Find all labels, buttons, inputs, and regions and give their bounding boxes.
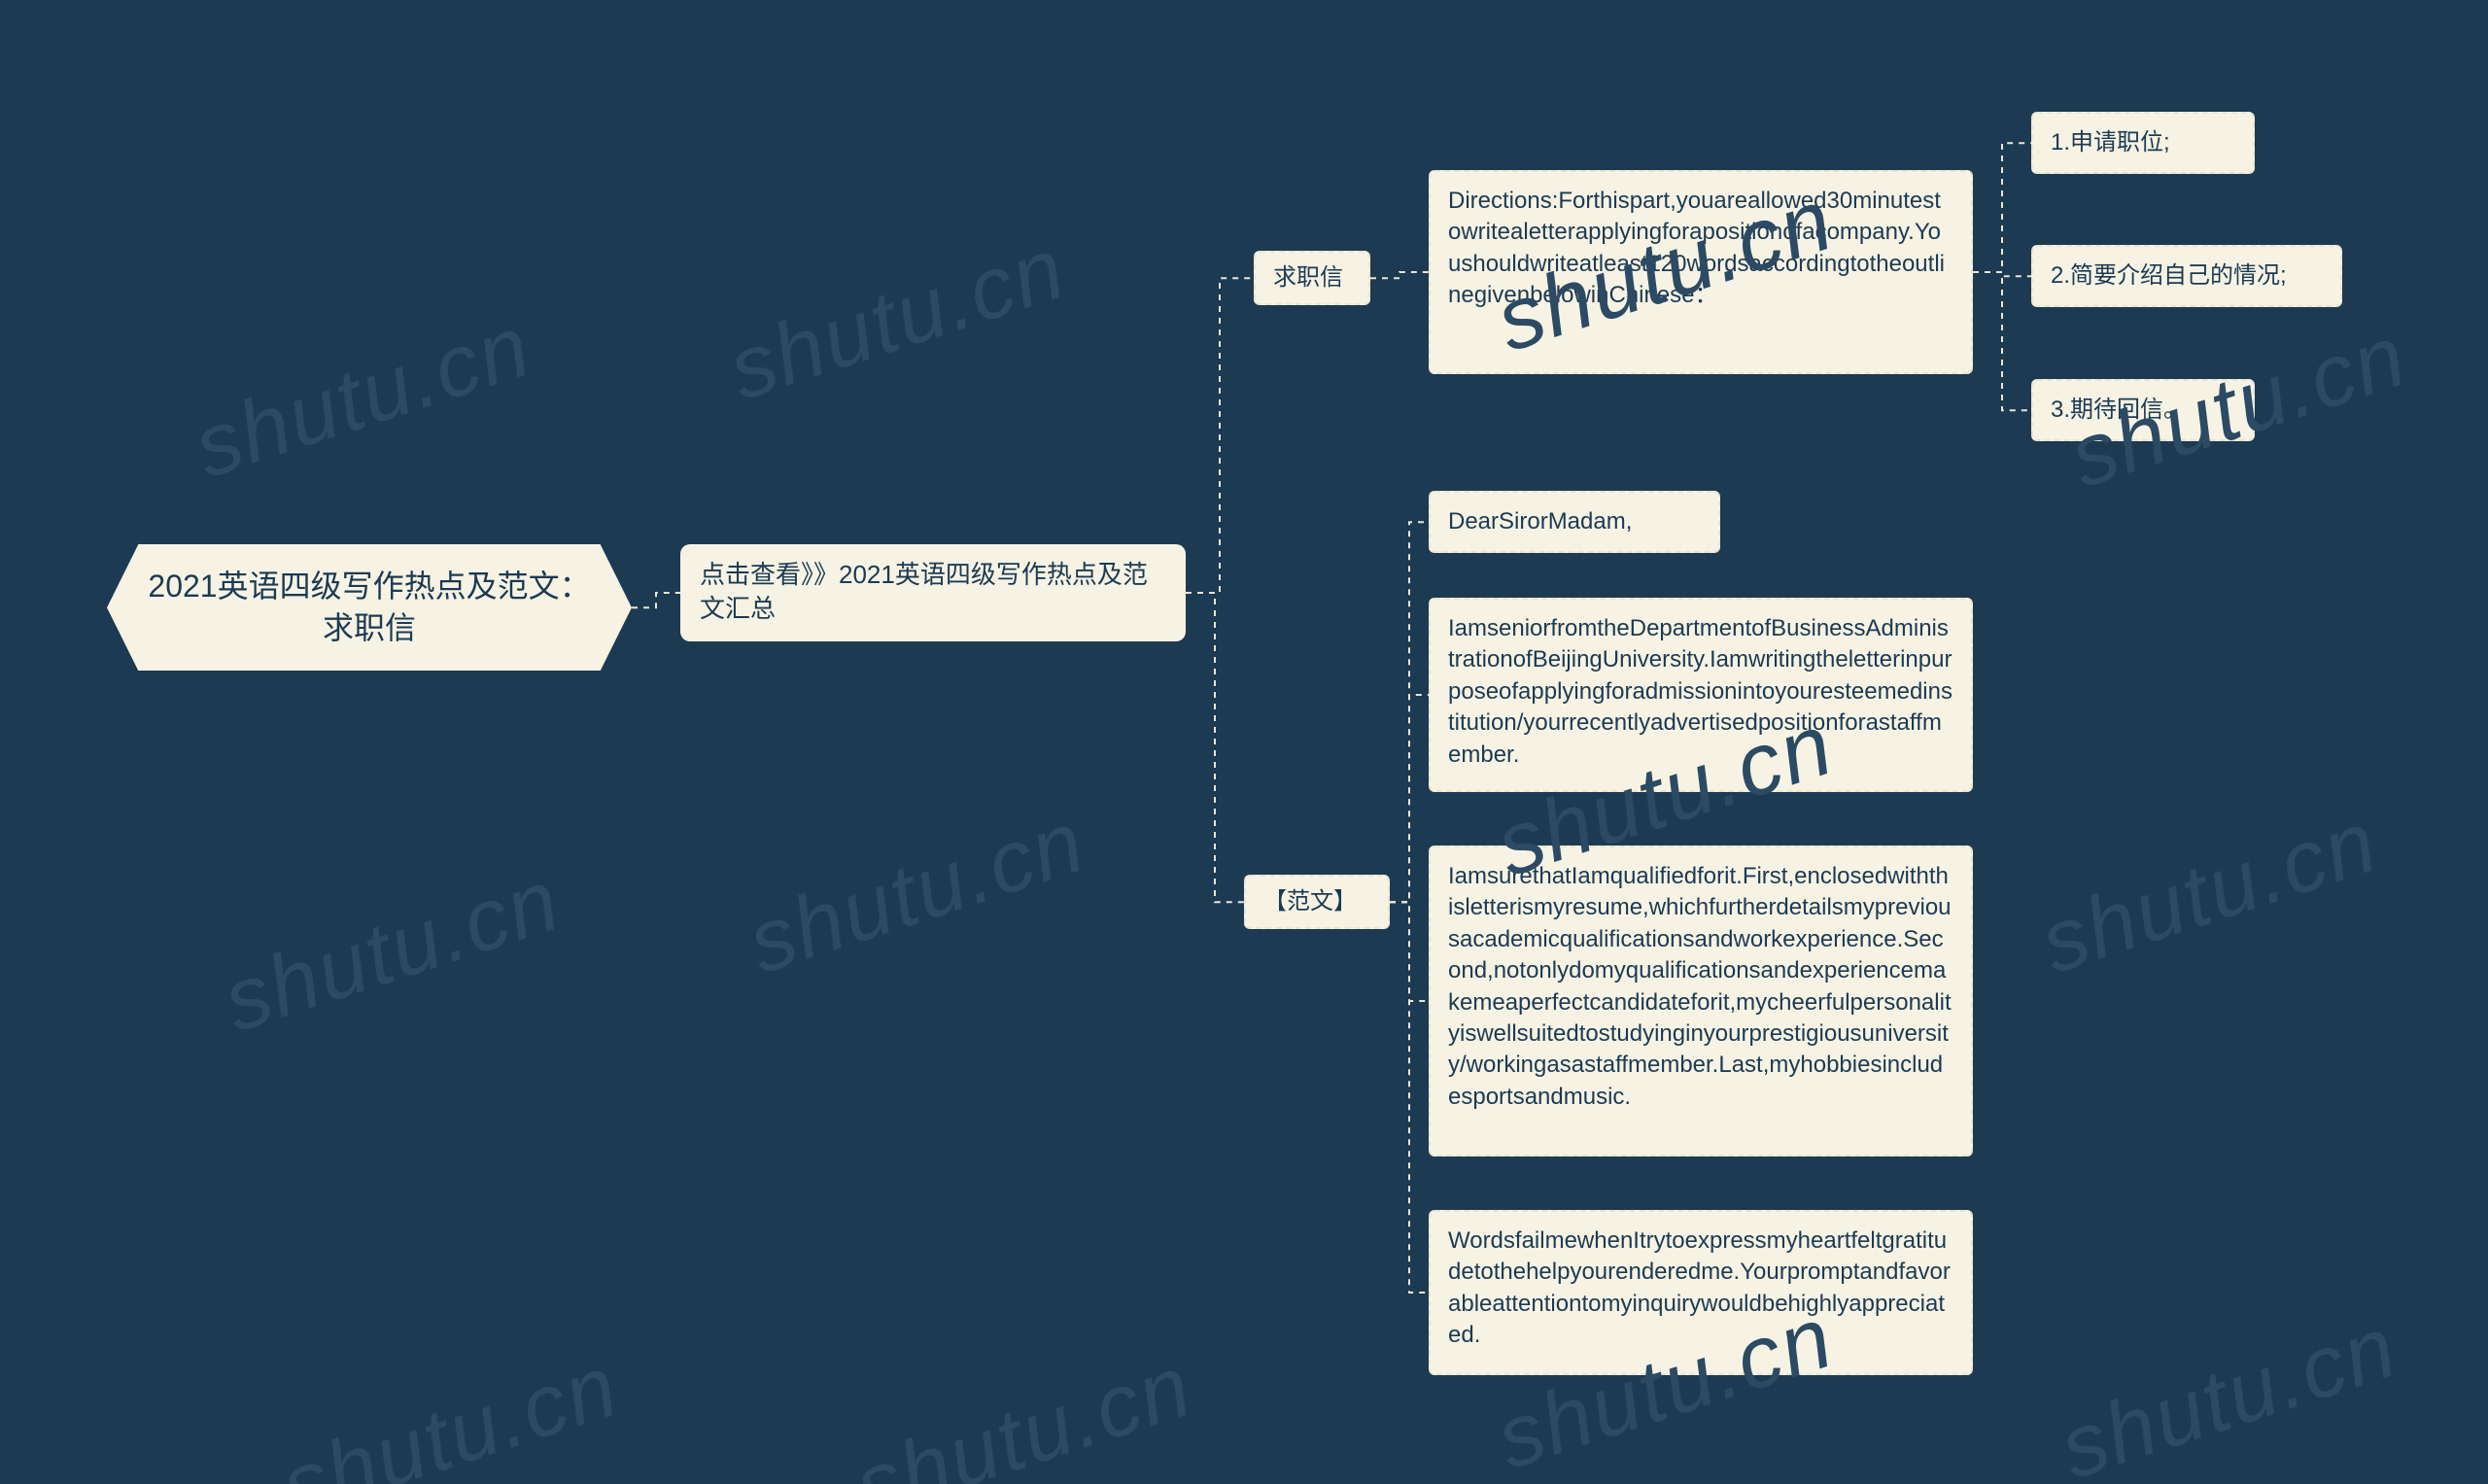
paragraph-text: IamsurethatIamqualifiedforit.First,enclo… <box>1448 863 1952 1110</box>
watermark-text: shutu.cn <box>844 1336 1204 1484</box>
tag-label: 求职信 <box>1273 264 1343 291</box>
outline-point-3: 3.期待回信。 <box>2031 379 2255 441</box>
root-node: 2021英语四级写作热点及范文：求职信 <box>107 544 632 671</box>
root-label: 2021英语四级写作热点及范文：求职信 <box>148 569 590 645</box>
tag-label: 【范文】 <box>1263 888 1357 915</box>
watermark-text: shutu.cn <box>2029 792 2390 994</box>
watermark-text: shutu.cn <box>270 1336 631 1484</box>
directions-text: Directions:Forthispart,youareallowed30mi… <box>1448 188 1945 308</box>
outline-point-1: 1.申请职位; <box>2031 112 2255 174</box>
paragraph-text: DearSirorMadam, <box>1448 508 1632 535</box>
point-text: 3.期待回信。 <box>2051 397 2187 423</box>
point-text: 2.简要介绍自己的情况; <box>2051 262 2287 289</box>
sample-paragraph-4: WordsfailmewhenItrytoexpressmyheartfeltg… <box>1429 1210 1973 1375</box>
paragraph-text: IamseniorfromtheDepartmentofBusinessAdmi… <box>1448 615 1952 768</box>
watermark-text: shutu.cn <box>212 850 572 1053</box>
watermark-text: shutu.cn <box>2049 1297 2409 1484</box>
watermark-text: shutu.cn <box>717 219 1078 421</box>
sample-paragraph-2: IamseniorfromtheDepartmentofBusinessAdmi… <box>1429 598 1973 792</box>
outline-point-2: 2.简要介绍自己的情况; <box>2031 245 2342 307</box>
watermark-text: shutu.cn <box>737 792 1097 994</box>
tag-node-sample: 【范文】 <box>1244 875 1390 929</box>
mindmap-canvas: 2021英语四级写作热点及范文：求职信 点击查看》》2021英语四级写作热点及范… <box>0 0 2488 1484</box>
directions-node: Directions:Forthispart,youareallowed30mi… <box>1429 170 1973 374</box>
tag-node-jobletter: 求职信 <box>1254 251 1370 305</box>
sample-paragraph-3: IamsurethatIamqualifiedforit.First,enclo… <box>1429 846 1973 1156</box>
point-text: 1.申请职位; <box>2051 129 2170 155</box>
paragraph-text: WordsfailmewhenItrytoexpressmyheartfeltg… <box>1448 1227 1951 1348</box>
sample-paragraph-1: DearSirorMadam, <box>1429 491 1720 553</box>
connector-layer <box>0 0 2488 1484</box>
level1-node: 点击查看》》2021英语四级写作热点及范文汇总 <box>680 544 1186 641</box>
watermark-text: shutu.cn <box>183 296 543 499</box>
level1-label: 点击查看》》2021英语四级写作热点及范文汇总 <box>700 560 1148 623</box>
